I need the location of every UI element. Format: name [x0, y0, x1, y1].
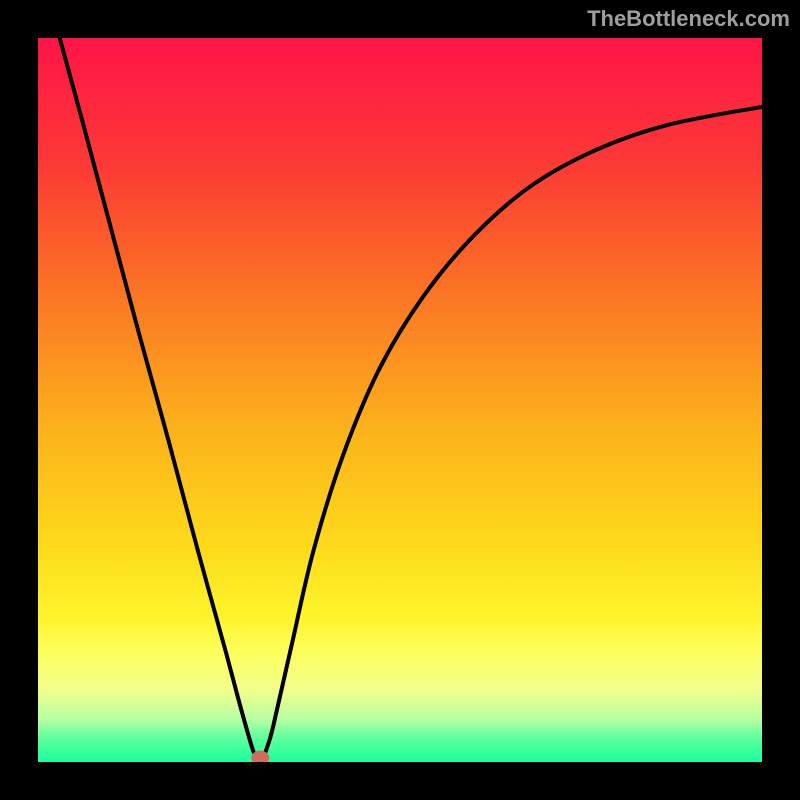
gradient-background [38, 38, 762, 762]
chart-container: TheBottleneck.com [0, 0, 800, 800]
watermark-text: TheBottleneck.com [577, 0, 800, 38]
bottleneck-curve-plot [0, 0, 800, 800]
